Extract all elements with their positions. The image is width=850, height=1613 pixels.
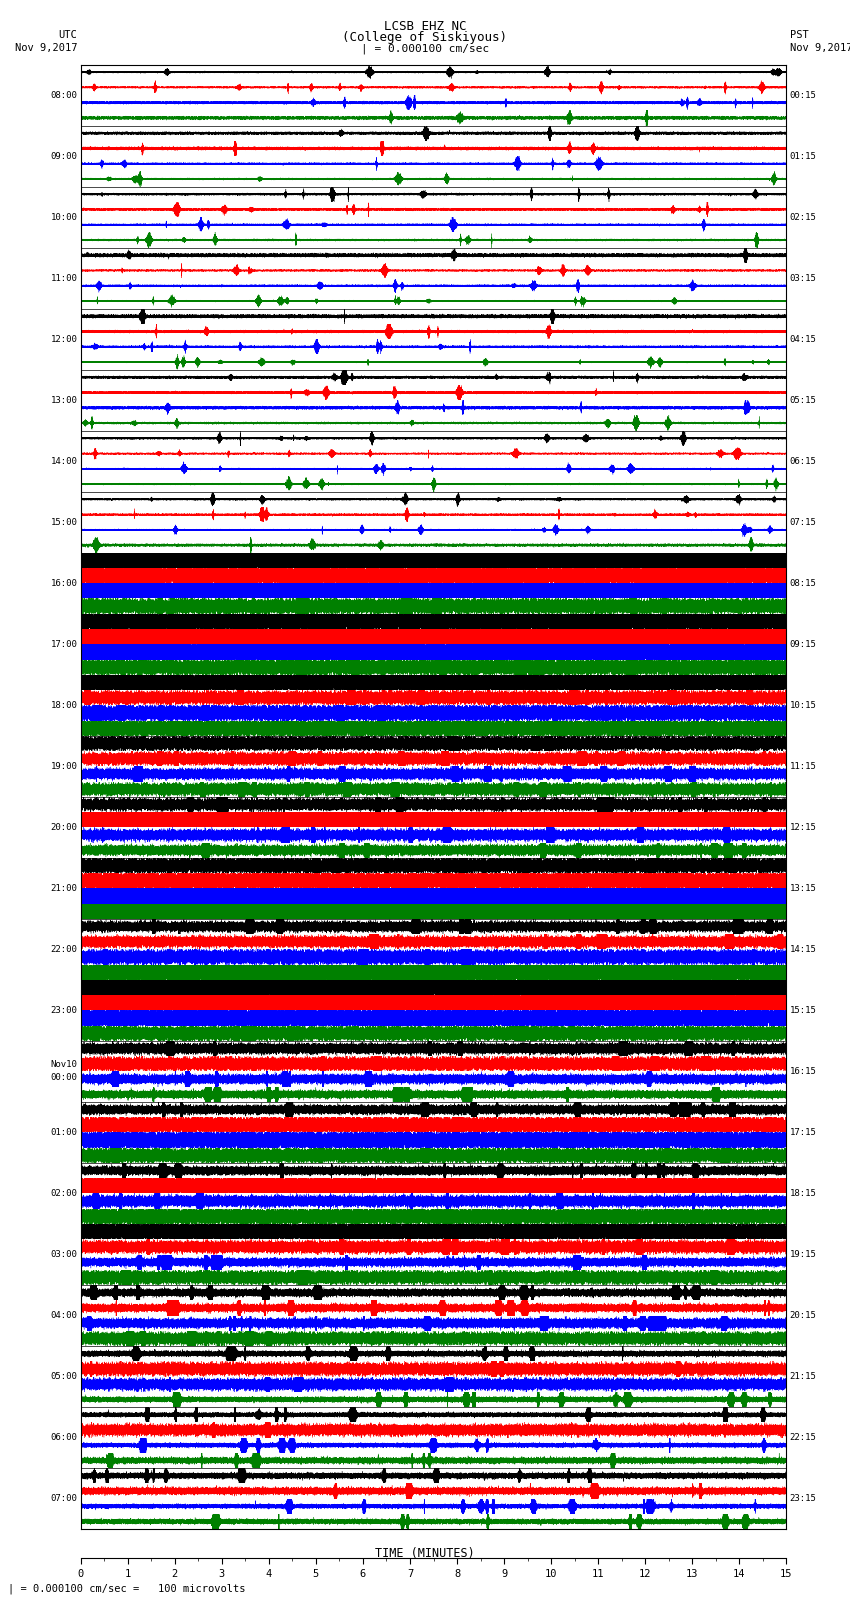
Text: 22:15: 22:15: [790, 1432, 817, 1442]
Text: 19:00: 19:00: [50, 761, 77, 771]
Text: 04:00: 04:00: [50, 1311, 77, 1319]
Text: 01:15: 01:15: [790, 152, 817, 161]
Text: 17:15: 17:15: [790, 1127, 817, 1137]
Text: Nov10: Nov10: [50, 1060, 77, 1069]
Text: 02:15: 02:15: [790, 213, 817, 221]
Text: 05:00: 05:00: [50, 1373, 77, 1381]
Text: 04:15: 04:15: [790, 334, 817, 344]
Text: 20:00: 20:00: [50, 823, 77, 832]
Text: 11:15: 11:15: [790, 761, 817, 771]
Text: UTC: UTC: [59, 31, 77, 40]
Text: 06:00: 06:00: [50, 1432, 77, 1442]
Text: 05:15: 05:15: [790, 395, 817, 405]
Text: 14:15: 14:15: [790, 945, 817, 953]
Text: | = 0.000100 cm/sec: | = 0.000100 cm/sec: [361, 44, 489, 55]
Text: PST: PST: [790, 31, 808, 40]
Text: | = 0.000100 cm/sec =   100 microvolts: | = 0.000100 cm/sec = 100 microvolts: [8, 1584, 246, 1594]
Text: 18:00: 18:00: [50, 700, 77, 710]
Text: LCSB EHZ NC: LCSB EHZ NC: [383, 19, 467, 34]
Text: 14:00: 14:00: [50, 456, 77, 466]
Text: 07:15: 07:15: [790, 518, 817, 527]
Text: 15:15: 15:15: [790, 1007, 817, 1015]
Text: 06:15: 06:15: [790, 456, 817, 466]
Text: 21:00: 21:00: [50, 884, 77, 894]
Text: 21:15: 21:15: [790, 1373, 817, 1381]
Text: 22:00: 22:00: [50, 945, 77, 953]
Text: 23:00: 23:00: [50, 1007, 77, 1015]
Text: 15:00: 15:00: [50, 518, 77, 527]
Text: Nov 9,2017: Nov 9,2017: [14, 44, 77, 53]
Text: 03:00: 03:00: [50, 1250, 77, 1260]
Text: 23:15: 23:15: [790, 1494, 817, 1503]
Text: 16:00: 16:00: [50, 579, 77, 587]
Text: 08:00: 08:00: [50, 90, 77, 100]
Text: Nov 9,2017: Nov 9,2017: [790, 44, 850, 53]
Text: 00:15: 00:15: [790, 90, 817, 100]
Text: 10:00: 10:00: [50, 213, 77, 221]
Text: 02:00: 02:00: [50, 1189, 77, 1198]
Text: 20:15: 20:15: [790, 1311, 817, 1319]
Text: 16:15: 16:15: [790, 1066, 817, 1076]
Text: 12:00: 12:00: [50, 334, 77, 344]
Text: 19:15: 19:15: [790, 1250, 817, 1260]
Text: 13:00: 13:00: [50, 395, 77, 405]
Text: 12:15: 12:15: [790, 823, 817, 832]
Text: 03:15: 03:15: [790, 274, 817, 282]
Text: 10:15: 10:15: [790, 700, 817, 710]
Text: 09:00: 09:00: [50, 152, 77, 161]
Text: 00:00: 00:00: [50, 1073, 77, 1082]
Text: 09:15: 09:15: [790, 640, 817, 648]
Text: 13:15: 13:15: [790, 884, 817, 894]
Text: (College of Siskiyous): (College of Siskiyous): [343, 31, 507, 45]
Text: TIME (MINUTES): TIME (MINUTES): [375, 1547, 475, 1560]
Text: 08:15: 08:15: [790, 579, 817, 587]
Text: 17:00: 17:00: [50, 640, 77, 648]
Text: 07:00: 07:00: [50, 1494, 77, 1503]
Text: 01:00: 01:00: [50, 1127, 77, 1137]
Text: 18:15: 18:15: [790, 1189, 817, 1198]
Text: 11:00: 11:00: [50, 274, 77, 282]
